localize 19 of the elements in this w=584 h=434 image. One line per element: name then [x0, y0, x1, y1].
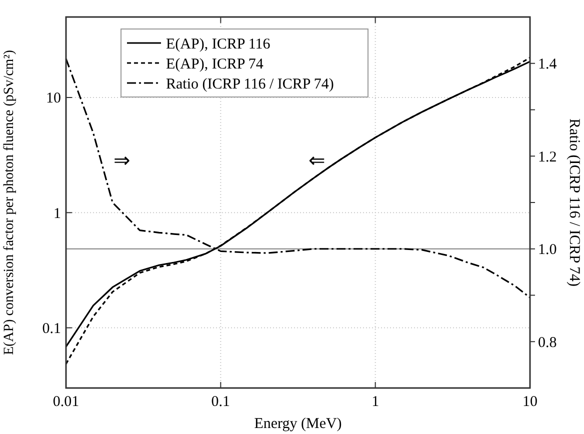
y2-tick-label: 1.4 [538, 56, 558, 73]
x-tick-label: 1 [372, 394, 380, 410]
x-axis-title: Energy (MeV) [254, 416, 342, 432]
x-tick-label: 10 [522, 394, 538, 410]
legend-label: E(AP), ICRP 116 [166, 36, 271, 52]
y2-tick-label: 1.2 [538, 149, 557, 166]
y-tick-label: 0.1 [42, 321, 61, 338]
y2-axis-title: Ratio (ICRP 116 / ICRP 74) [566, 118, 582, 286]
y2-tick-label: 1.0 [538, 242, 557, 258]
annotation: ⇐ [308, 150, 326, 172]
annotation: ⇒ [114, 150, 130, 172]
x-tick-label: 0.1 [211, 394, 230, 410]
y-tick-label: 1 [54, 206, 61, 222]
y-axis-title: E(AP) conversion factor per photon fluence (pSv/cm²) [2, 50, 17, 356]
y-tick-label: 10 [46, 90, 61, 107]
legend-label: E(AP), ICRP 74 [166, 56, 264, 72]
x-tick-label: 0.01 [52, 394, 80, 410]
legend-label: Ratio (ICRP 116 / ICRP 74) [166, 76, 334, 92]
y2-tick-label: 0.8 [538, 334, 557, 351]
